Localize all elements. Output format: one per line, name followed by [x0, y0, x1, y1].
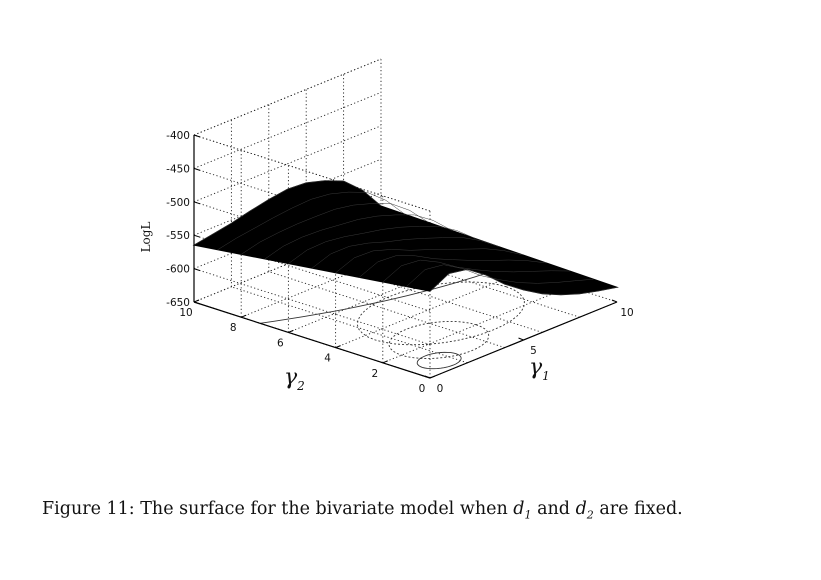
gamma1-tick: [424, 375, 431, 379]
contour-line: [356, 281, 525, 346]
z-tick-label: -500: [166, 197, 190, 209]
gamma2-tick-labels: 0 2 4 6 8 10: [179, 299, 436, 395]
z-tick: [193, 167, 201, 171]
gamma2-tick: [429, 375, 436, 379]
surface-mesh-line: [264, 214, 452, 260]
surface-mesh-line: [193, 180, 382, 246]
box-edge: [193, 58, 382, 136]
caption-label: Figure 11:: [42, 499, 135, 519]
surface-mesh: [192, 180, 619, 296]
z-tick-label: -450: [166, 163, 190, 175]
gamma1-axis-label: γ1: [529, 355, 550, 383]
z-tick-labels: -650 -600 -550 -500 -450 -400: [166, 130, 201, 309]
floor-gridline: [193, 225, 382, 303]
z-tick: [193, 268, 201, 272]
gamma2-tick: [382, 360, 388, 364]
contour-line: [416, 351, 462, 370]
surface-fill: [192, 180, 619, 296]
surface-mesh-line: [406, 264, 594, 287]
surface-mesh-line: [429, 269, 618, 295]
caption-var-2: d2: [575, 499, 594, 522]
gamma2-tick-label: 10: [179, 307, 192, 319]
gamma2-tick: [193, 299, 200, 303]
z-tick: [193, 201, 201, 205]
floor-gridline: [335, 271, 523, 349]
gamma1-tick-label: 5: [530, 345, 537, 357]
z-tick: [193, 301, 201, 305]
back-wall-gridline: [193, 125, 382, 203]
gamma2-tick-label: 6: [277, 337, 284, 349]
contour-line: [388, 320, 490, 360]
z-axis-label: LogL: [139, 222, 153, 253]
surface-mesh-line: [311, 237, 500, 269]
z-tick: [193, 234, 201, 238]
z-tick-label: -650: [166, 297, 190, 309]
floor-gridline: [231, 286, 468, 364]
gamma2-axis-label: γ2: [284, 365, 305, 393]
gamma2-tick-label: 2: [371, 368, 378, 380]
gamma2-tick: [288, 329, 294, 333]
gamma1-tick: [518, 337, 524, 341]
gamma2-axis-line: [193, 301, 431, 379]
surface-mesh-line: [382, 259, 570, 283]
back-wall-gridline: [193, 91, 382, 169]
gamma2-tick: [241, 314, 247, 318]
gamma1-tick-labels: 0 5 10: [424, 299, 634, 395]
floor-contours: [260, 265, 525, 370]
figure-caption: Figure 11: The surface for the bivariate…: [42, 499, 802, 522]
surface-mesh-line: [288, 225, 476, 264]
z-tick-label: -550: [166, 230, 190, 242]
caption-var-1: d1: [513, 499, 532, 522]
gamma1-tick-label: 0: [437, 383, 444, 395]
z-tick-label: -400: [166, 130, 190, 142]
caption-text-1: The surface for the bivariate model when: [140, 499, 508, 519]
surface-mesh-line: [359, 255, 547, 278]
contour-line: [260, 265, 507, 324]
gamma2-tick: [335, 345, 341, 349]
floor-gridline: [288, 255, 476, 333]
gamma1-tick-label: 10: [620, 307, 633, 319]
floor-gridline: [241, 240, 429, 318]
surface-mesh-line: [217, 191, 405, 251]
surface-mesh-line: [241, 203, 429, 255]
gamma1-tick: [611, 299, 618, 303]
z-tick-label: -600: [166, 264, 190, 276]
z-tick: [193, 134, 201, 138]
gamma2-tick-label: 8: [230, 322, 237, 334]
caption-text-2: and: [537, 499, 570, 519]
gamma2-tick-label: 4: [324, 353, 331, 365]
surface-mesh-line: [335, 248, 523, 273]
gamma2-tick-label: 0: [419, 383, 426, 395]
caption-text-3: are fixed.: [599, 499, 683, 519]
